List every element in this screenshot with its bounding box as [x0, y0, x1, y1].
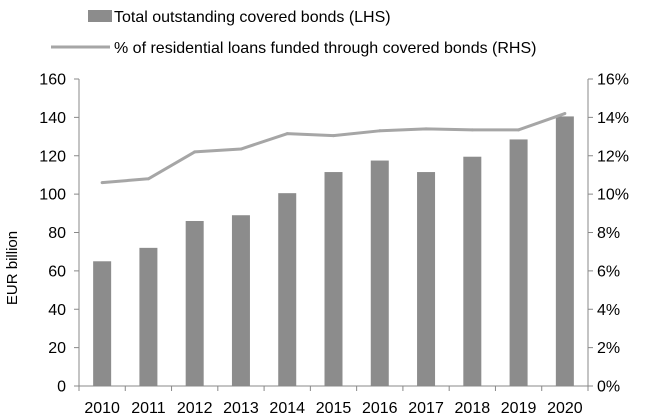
x-tick-label: 2016 [362, 400, 398, 417]
y-tick-label: 40 [48, 302, 66, 319]
bar-2018 [463, 156, 482, 386]
x-tick-label: 2010 [84, 400, 120, 417]
y2-tick-label: 0% [597, 379, 620, 396]
bar-2014 [278, 193, 297, 386]
legend-label-bar: Total outstanding covered bonds (LHS) [114, 9, 391, 26]
line-series [100, 112, 567, 185]
line-point-2011 [146, 177, 150, 181]
y2-tick-label: 8% [597, 225, 620, 242]
line-point-2020 [563, 112, 567, 116]
bar-2012 [185, 220, 204, 386]
y-tick-label: 120 [39, 148, 66, 165]
x-tick-label: 2019 [501, 400, 537, 417]
x-tick-label: 2017 [408, 400, 444, 417]
y2-tick-label: 2% [597, 340, 620, 357]
y2-tick-label: 12% [597, 148, 629, 165]
y2-tick-label: 14% [597, 110, 629, 127]
y2-tick-label: 4% [597, 302, 620, 319]
y-tick-label: 100 [39, 187, 66, 204]
x-tick-label: 2015 [316, 400, 352, 417]
line-point-2013 [239, 147, 243, 151]
bar-2010 [93, 261, 112, 386]
x-tick-label: 2012 [177, 400, 213, 417]
bar-2011 [139, 247, 158, 386]
line-point-2017 [424, 127, 428, 131]
bar-2013 [231, 215, 250, 386]
bar-2016 [370, 160, 389, 386]
bar-series [93, 116, 574, 387]
y2-tick-label: 10% [597, 187, 629, 204]
legend-label-line: % of residential loans funded through co… [114, 40, 536, 57]
y-tick-label: 0 [57, 379, 66, 396]
bar-2015 [324, 172, 343, 386]
y-tick-label: 160 [39, 72, 66, 89]
y2-tick-label: 6% [597, 263, 620, 280]
x-tick-label: 2014 [269, 400, 305, 417]
y-tick-label: 140 [39, 110, 66, 127]
bar-2019 [509, 139, 528, 386]
x-tick-label: 2011 [131, 400, 166, 417]
line-point-2016 [378, 129, 382, 133]
y-tick-label: 80 [48, 225, 66, 242]
y-tick-label: 60 [48, 263, 66, 280]
axes: 0 20 40 60 80 100 120 140 160 0% 2% 4% 6% 8% 10% 12% 14%… [39, 72, 629, 418]
bar-2020 [555, 116, 574, 387]
line-point-2015 [332, 134, 335, 138]
bar-2017 [417, 172, 436, 386]
line-point-2014 [285, 132, 289, 136]
line-point-2012 [193, 150, 197, 154]
y-axis-label: EUR billion [4, 231, 21, 305]
y-tick-label: 20 [48, 340, 66, 357]
y2-tick-label: 16% [597, 72, 629, 89]
legend-swatch-bar [88, 10, 112, 22]
line-point-2010 [100, 181, 104, 185]
legend: Total outstanding covered bonds (LHS) % o… [51, 9, 536, 57]
line-point-2019 [517, 128, 521, 132]
x-tick-label: 2018 [455, 400, 491, 417]
line-point-2018 [470, 128, 474, 132]
x-tick-label: 2013 [223, 400, 259, 417]
x-tick-label: 2020 [547, 400, 583, 417]
